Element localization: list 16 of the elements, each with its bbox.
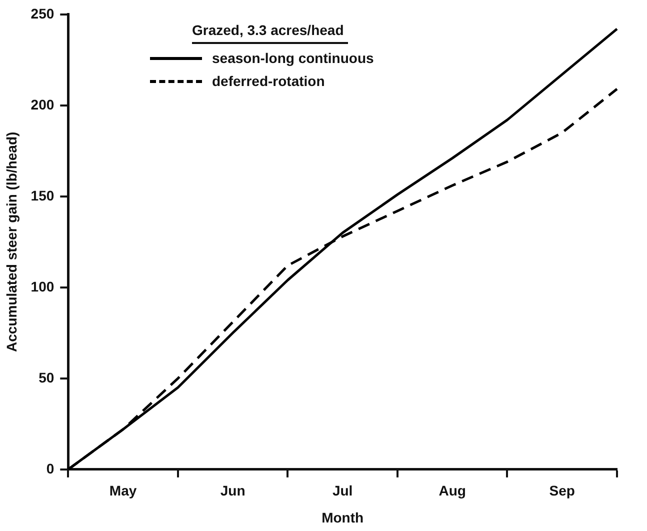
y-tick-label: 250 <box>30 5 54 22</box>
legend-label: season-long continuous <box>212 50 374 66</box>
x-axis-title: Month <box>322 509 364 526</box>
x-tick-label: Jun <box>220 482 246 499</box>
y-tick-label: 0 <box>46 460 54 476</box>
y-tick-label: 100 <box>30 278 54 294</box>
x-tick-label: Aug <box>438 482 466 499</box>
x-tick-label: Sep <box>549 482 575 499</box>
x-tick-label: May <box>109 482 137 499</box>
y-axis-title: Accumulated steer gain (lb/head) <box>3 132 20 352</box>
y-tick-label: 50 <box>38 369 54 386</box>
y-tick-label: 150 <box>30 187 54 204</box>
y-tick-label: 200 <box>30 96 54 112</box>
legend-title: Grazed, 3.3 acres/head <box>192 22 348 44</box>
x-tick-label: Jul <box>332 482 353 499</box>
legend-label: deferred-rotation <box>212 73 325 89</box>
